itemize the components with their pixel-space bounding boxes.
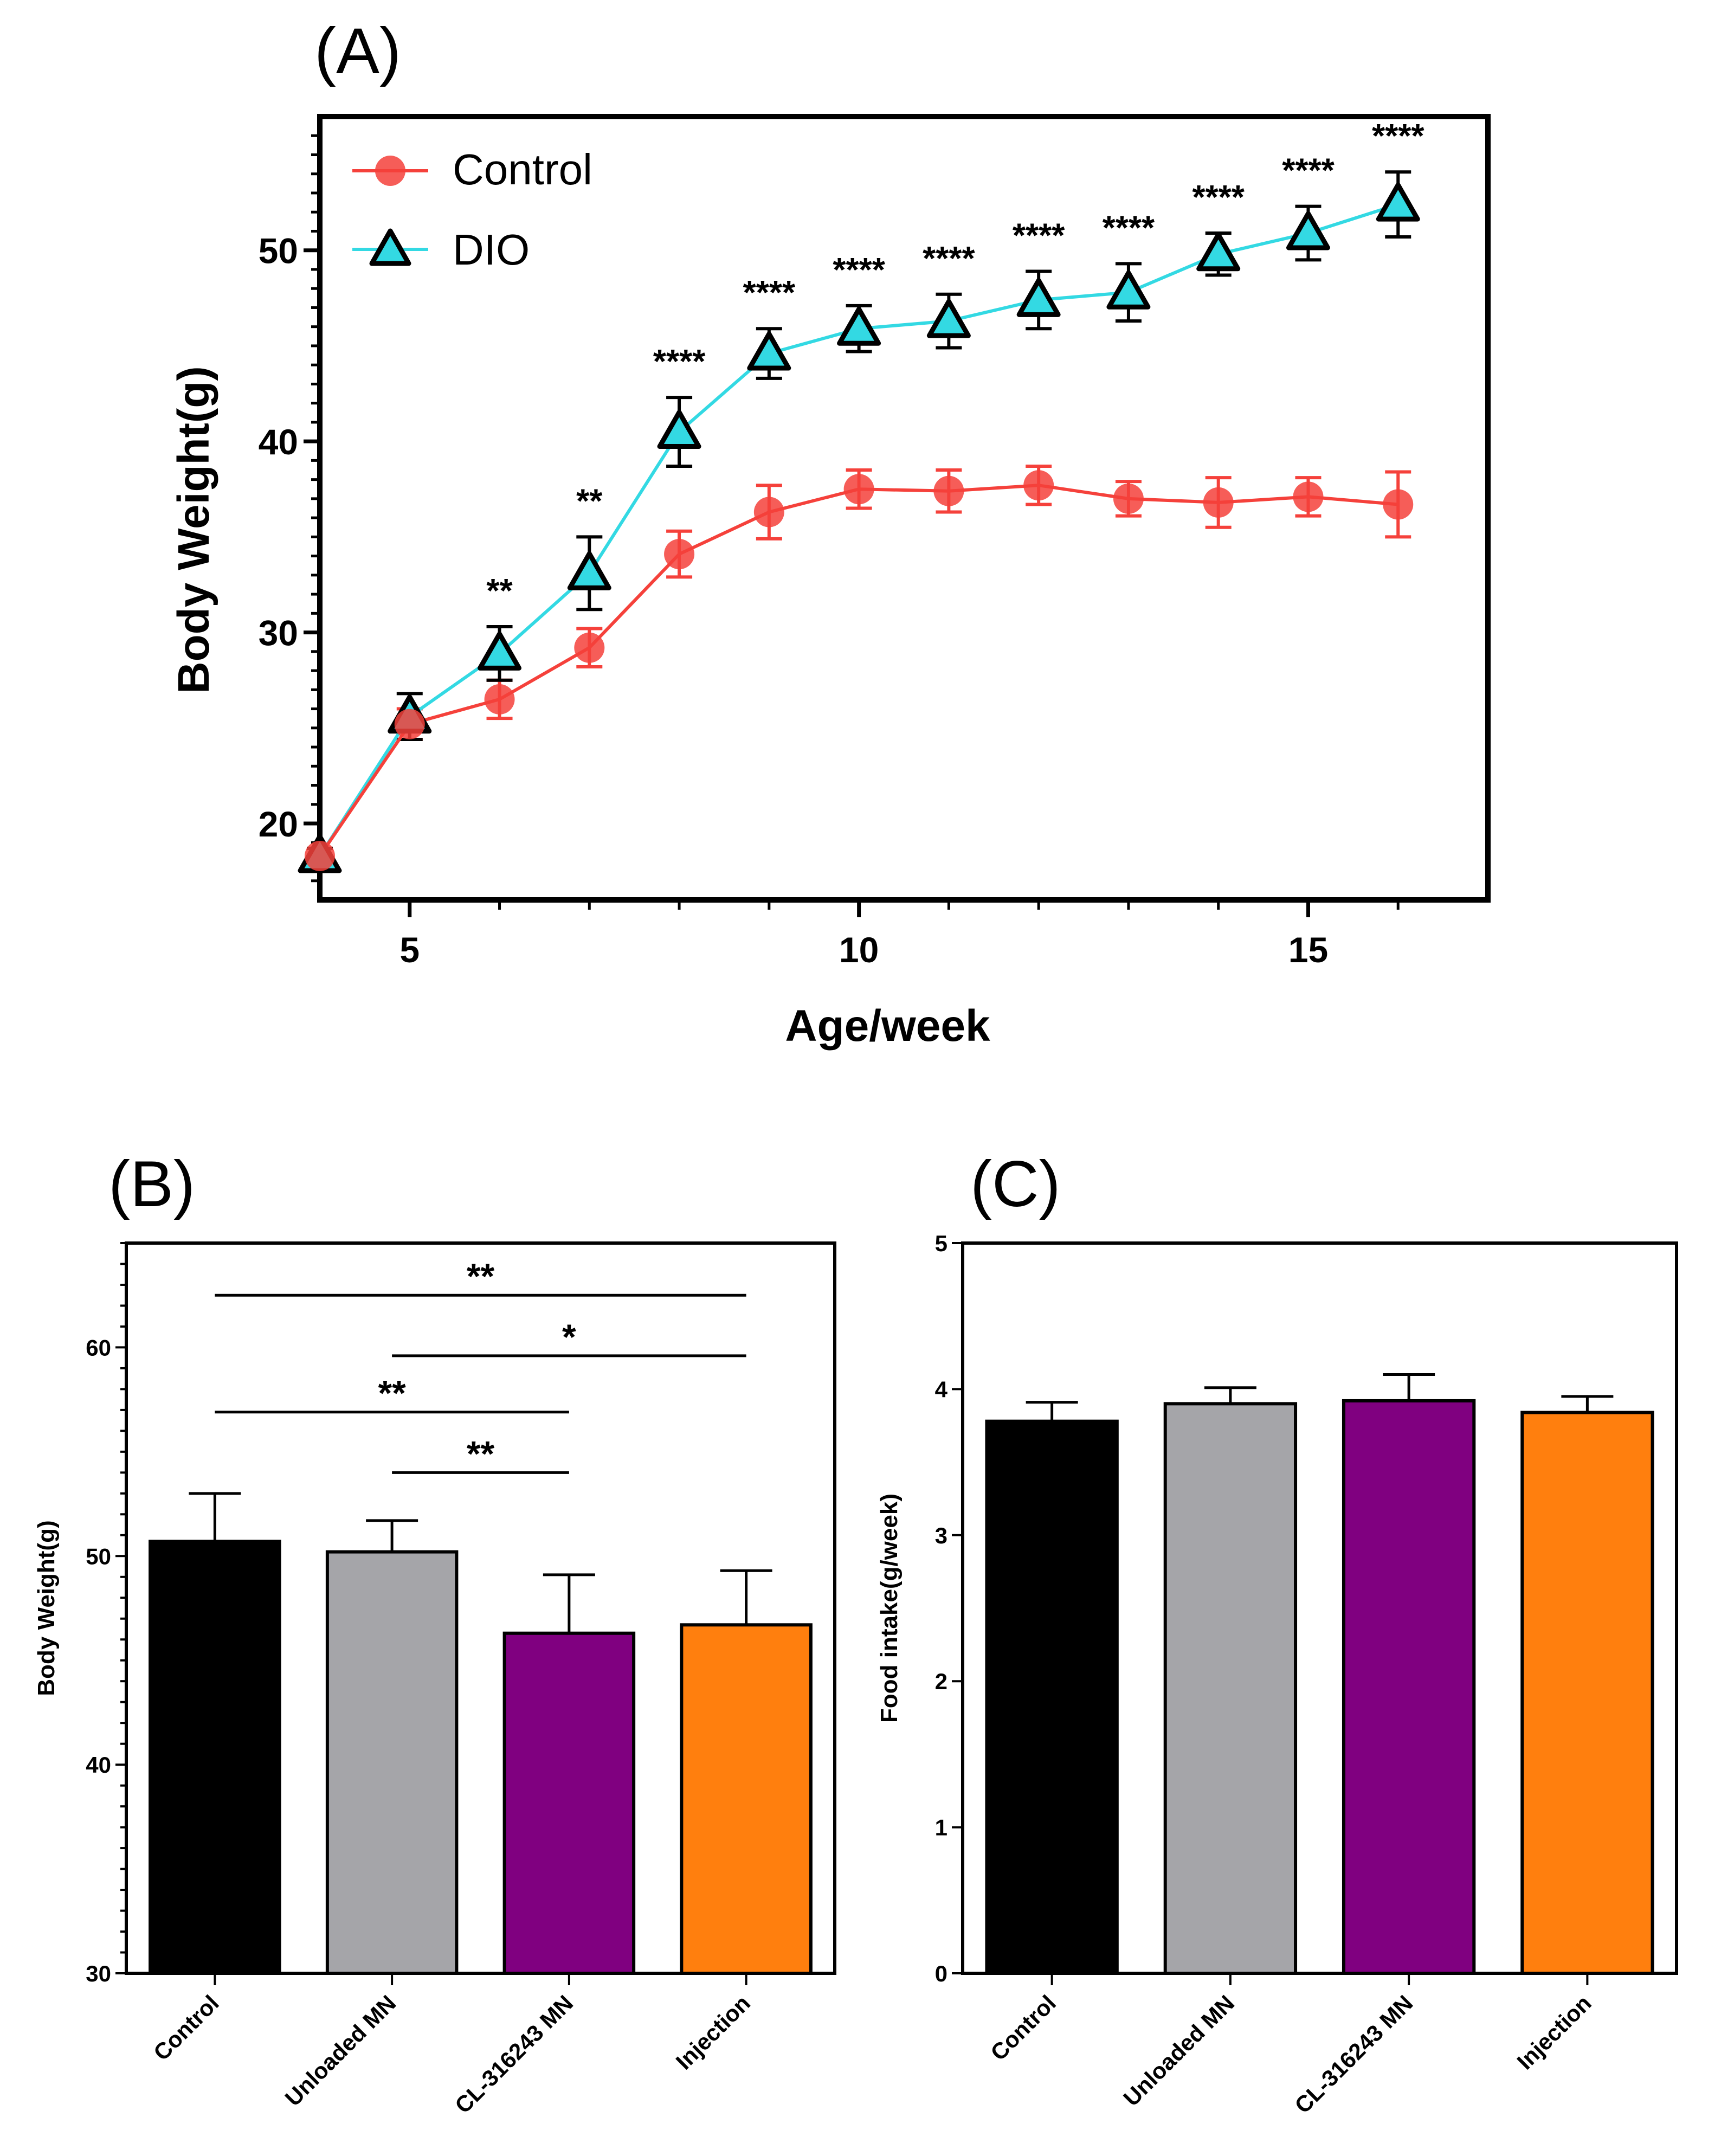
panel-c-bar-chart: (C) 0 1 2 3 4 5 Food intake(g/week) Control Unloa… [876, 1148, 1678, 2118]
panel-c-y-axis-title: Food intake(g/week) [876, 1494, 903, 1723]
panel-a-x-tick-label: 15 [1288, 930, 1328, 970]
panel-a-x-tick-label: 5 [399, 930, 420, 970]
panel-c-x-tick-label: Unloaded MN [1118, 1990, 1239, 2111]
panel-a-significance-label: **** [743, 274, 796, 312]
panel-a-point-dio [1016, 278, 1061, 317]
panel-a-significance-label: **** [1372, 118, 1425, 155]
panel-b-x-tick-label: Injection [671, 1990, 755, 2074]
legend-dio-marker [369, 228, 411, 266]
panel-a-point-dio [747, 331, 791, 371]
panel-b-y-tick-label: 40 [86, 1752, 111, 1778]
panel-c-y-tick-label: 4 [935, 1376, 948, 1402]
panel-c-frame [961, 1241, 1678, 1975]
panel-a-y-tick-label: 20 [259, 804, 298, 844]
panel-b-x-tick-label: CL-316243 MN [450, 1990, 578, 2118]
panel-c-x-tick-label: CL-316243 MN [1290, 1990, 1417, 2118]
panel-a-y-tick-label: 50 [259, 231, 298, 271]
panel-a-point-control [1293, 481, 1324, 512]
panel-c-bar-injection [1520, 1411, 1654, 1975]
legend-dio-label: DIO [453, 226, 530, 274]
panel-a-point-control [843, 474, 874, 505]
panel-b-comparison-label: * [562, 1317, 576, 1357]
panel-b-bar-chart: (B) 30 40 50 60 Body Weight(g) Control Unloaded… [33, 1148, 836, 2118]
panel-b-bar-injection [680, 1623, 813, 1975]
legend-control-marker [375, 156, 405, 186]
panel-a-line-control [318, 484, 1398, 857]
panel-b-bar-unloaded-mn [325, 1550, 459, 1975]
panel-a-point-control [1023, 470, 1054, 501]
panel-c-label: (C) [970, 1148, 1061, 1220]
panel-a-y-tick-label: 40 [259, 422, 298, 462]
panel-a-point-control [305, 840, 335, 871]
panel-a-significance-label: **** [1103, 209, 1155, 247]
panel-a-frame [317, 114, 1491, 903]
panel-a-point-dio [1286, 211, 1330, 250]
panel-a-point-dio [1106, 270, 1151, 310]
panel-a-significance-label: **** [1192, 179, 1245, 216]
panel-a-point-dio [657, 410, 701, 449]
panel-b-y-tick-label: 30 [86, 1961, 111, 1986]
panel-a-significance-label: **** [923, 240, 975, 278]
panel-a-x-axis-title: Age/week [785, 1001, 990, 1051]
panel-a-significance-label: ** [486, 572, 513, 610]
panel-a-significance-label: **** [833, 252, 885, 289]
panel-a-point-control [933, 475, 964, 506]
panel-a-point-control [664, 539, 695, 570]
panel-c-bar-control [985, 1419, 1119, 1975]
panel-b-comparison-label: ** [467, 1256, 495, 1296]
panel-a-point-control [484, 684, 515, 715]
panel-b-y-tick-label: 50 [86, 1543, 111, 1569]
panel-a-point-dio [1376, 182, 1420, 222]
panel-a-x-tick-label: 10 [839, 930, 879, 970]
panel-c-x-tick-label: Injection [1512, 1990, 1596, 2074]
panel-a-point-control [574, 632, 605, 663]
panel-a-point-dio [1196, 232, 1241, 272]
panel-b-x-tick-label: Control [149, 1990, 224, 2065]
panel-a-y-tick-label: 30 [259, 613, 298, 653]
panel-a-point-control [1203, 487, 1234, 518]
panel-c-x-tick-label: Control [985, 1990, 1061, 2065]
panel-b-comparison-label: ** [378, 1373, 406, 1413]
panel-a-significance-label: **** [1013, 217, 1065, 254]
panel-a-point-dio [837, 306, 881, 346]
panel-a-line-dio [318, 203, 1399, 857]
panel-b-bar-control [149, 1540, 281, 1975]
panel-a-point-dio [567, 551, 611, 590]
panel-a-line-chart: (A) 20 30 40 50 5 10 15 Age/week Body Weight(g) **… [169, 15, 1491, 1051]
legend-control-label: Control [453, 145, 592, 194]
panel-a-point-control [1113, 483, 1144, 514]
panel-b-label: (B) [108, 1148, 195, 1220]
panel-a-point-control [394, 709, 425, 739]
panel-c-bar-unloaded-mn [1163, 1402, 1298, 1975]
panel-a-significance-label: ** [576, 482, 603, 520]
panel-c-y-tick-label: 5 [935, 1231, 947, 1256]
panel-a-significance-label: **** [1282, 152, 1335, 190]
panel-c-y-tick-label: 2 [935, 1669, 947, 1694]
panel-b-y-tick-label: 60 [86, 1335, 111, 1360]
panel-a-point-dio [926, 299, 971, 338]
panel-a-significance-label: **** [653, 343, 706, 381]
panel-c-y-tick-label: 0 [935, 1961, 947, 1986]
panel-a-y-axis-title: Body Weight(g) [169, 366, 218, 693]
panel-b-frame [125, 1241, 836, 1975]
panel-c-y-tick-label: 3 [935, 1523, 947, 1548]
panel-a-label: (A) [314, 15, 401, 87]
panel-a-point-control [753, 497, 784, 527]
panel-a-point-control [1383, 489, 1414, 520]
panel-a-point-dio [478, 631, 522, 671]
panel-c-bar-cl-316243-mn [1342, 1399, 1476, 1975]
panel-b-x-tick-label: Unloaded MN [280, 1990, 401, 2111]
panel-c-y-tick-label: 1 [935, 1815, 947, 1840]
panel-b-y-axis-title: Body Weight(g) [33, 1520, 60, 1696]
panel-b-comparison-label: ** [467, 1433, 495, 1473]
panel-b-bar-cl-316243-mn [502, 1631, 636, 1975]
